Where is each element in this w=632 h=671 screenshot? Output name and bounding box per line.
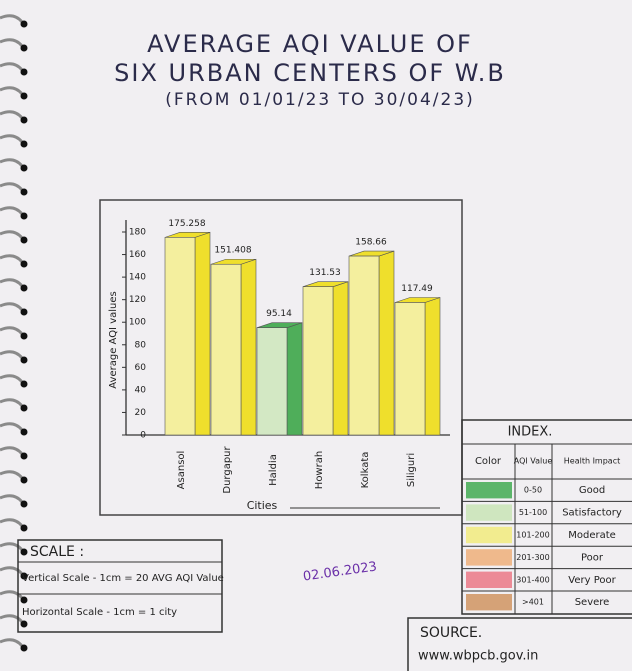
y-tick-label: 100 bbox=[129, 318, 146, 328]
health-impact: Satisfactory bbox=[562, 508, 622, 519]
bar bbox=[303, 287, 333, 435]
spiral-hole bbox=[21, 453, 28, 460]
spiral-hole bbox=[21, 501, 28, 508]
aqi-range: 301-400 bbox=[516, 575, 549, 584]
spiral-hole bbox=[21, 21, 28, 28]
value-label: 131.53 bbox=[309, 268, 341, 278]
x-tick-label: Kolkata bbox=[360, 452, 371, 489]
bar bbox=[165, 237, 195, 435]
bar bbox=[349, 256, 379, 435]
source-title: SOURCE. bbox=[420, 625, 482, 641]
y-tick-label: 80 bbox=[135, 340, 147, 350]
x-axis-label: Cities bbox=[247, 499, 278, 512]
spiral-hole bbox=[21, 381, 28, 388]
title-line: (FROM 01/01/23 TO 30/04/23) bbox=[165, 90, 475, 110]
spiral-hole bbox=[21, 477, 28, 484]
bar bbox=[211, 264, 241, 435]
value-label: 117.49 bbox=[401, 284, 433, 294]
spiral-hole bbox=[21, 93, 28, 100]
color-swatch bbox=[466, 504, 512, 520]
y-tick-label: 20 bbox=[135, 408, 147, 418]
color-swatch bbox=[466, 482, 512, 498]
spiral-hole bbox=[21, 69, 28, 76]
y-tick-label: 0 bbox=[140, 431, 146, 441]
x-tick-label: Siliguri bbox=[406, 453, 417, 487]
health-impact: Poor bbox=[581, 552, 604, 563]
spiral-hole bbox=[21, 405, 28, 412]
value-label: 151.408 bbox=[214, 246, 251, 256]
spiral-hole bbox=[21, 309, 28, 316]
x-tick-label: Asansol bbox=[176, 451, 187, 490]
spiral-hole bbox=[21, 45, 28, 52]
spiral-hole bbox=[21, 141, 28, 148]
aqi-range: 51-100 bbox=[519, 508, 547, 517]
index-header: AQI Value bbox=[514, 457, 553, 466]
color-swatch bbox=[466, 594, 512, 610]
spiral-hole bbox=[21, 189, 28, 196]
y-tick-label: 180 bbox=[129, 228, 146, 238]
y-axis-label: Average AQI values bbox=[108, 291, 119, 388]
spiral-hole bbox=[21, 333, 28, 340]
y-tick-label: 60 bbox=[135, 363, 147, 373]
bar-side bbox=[425, 297, 440, 435]
spiral-hole bbox=[21, 261, 28, 268]
y-tick-label: 140 bbox=[129, 273, 146, 283]
spiral-hole bbox=[21, 237, 28, 244]
x-tick-label: Howrah bbox=[314, 451, 325, 489]
y-tick-label: 120 bbox=[129, 295, 146, 305]
health-impact: Very Poor bbox=[568, 575, 616, 586]
spiral-hole bbox=[21, 285, 28, 292]
index-header: Color bbox=[475, 456, 502, 467]
x-tick-label: Haldia bbox=[268, 454, 279, 486]
spiral-hole bbox=[21, 621, 28, 628]
aqi-range: 101-200 bbox=[516, 531, 549, 540]
scale-title: SCALE : bbox=[30, 544, 84, 560]
bar-side bbox=[333, 282, 348, 435]
bar bbox=[257, 328, 287, 435]
aqi-range: 0-50 bbox=[524, 486, 542, 495]
color-swatch bbox=[466, 527, 512, 543]
value-label: 175.258 bbox=[168, 219, 205, 229]
y-tick-label: 40 bbox=[135, 385, 147, 395]
aqi-range: 201-300 bbox=[516, 553, 549, 562]
bar-side bbox=[379, 251, 394, 435]
title-line: SIX URBAN CENTERS OF W.B bbox=[114, 59, 506, 87]
scale-vertical: Vertical Scale - 1cm = 20 AVG AQI Value bbox=[22, 573, 224, 584]
spiral-hole bbox=[21, 213, 28, 220]
spiral-hole bbox=[21, 357, 28, 364]
title-line: AVERAGE AQI VALUE OF bbox=[147, 30, 473, 58]
spiral-hole bbox=[21, 549, 28, 556]
aqi-range: >401 bbox=[522, 598, 544, 607]
value-label: 158.66 bbox=[355, 238, 387, 248]
health-impact: Severe bbox=[575, 597, 610, 608]
health-impact: Good bbox=[579, 485, 605, 496]
value-label: 95.14 bbox=[266, 309, 292, 319]
color-swatch bbox=[466, 572, 512, 588]
notebook-page: AVERAGE AQI VALUE OF SIX URBAN CENTERS O… bbox=[0, 0, 632, 671]
bar-side bbox=[241, 259, 256, 435]
bar-side bbox=[195, 232, 210, 435]
spiral-hole bbox=[21, 525, 28, 532]
spiral-hole bbox=[21, 117, 28, 124]
scale-horizontal: Horizontal Scale - 1cm = 1 city bbox=[22, 607, 177, 618]
spiral-hole bbox=[21, 645, 28, 652]
spiral-hole bbox=[21, 429, 28, 436]
x-tick-label: Durgapur bbox=[222, 445, 233, 493]
source-url: www.wbpcb.gov.in bbox=[418, 649, 538, 664]
spiral-hole bbox=[21, 165, 28, 172]
color-swatch bbox=[466, 549, 512, 565]
index-header: Health Impact bbox=[564, 457, 620, 466]
bar-side bbox=[287, 323, 302, 435]
bar bbox=[395, 302, 425, 435]
spiral-hole bbox=[21, 597, 28, 604]
y-tick-label: 160 bbox=[129, 250, 146, 260]
index-title: INDEX. bbox=[508, 425, 553, 440]
health-impact: Moderate bbox=[568, 530, 616, 541]
